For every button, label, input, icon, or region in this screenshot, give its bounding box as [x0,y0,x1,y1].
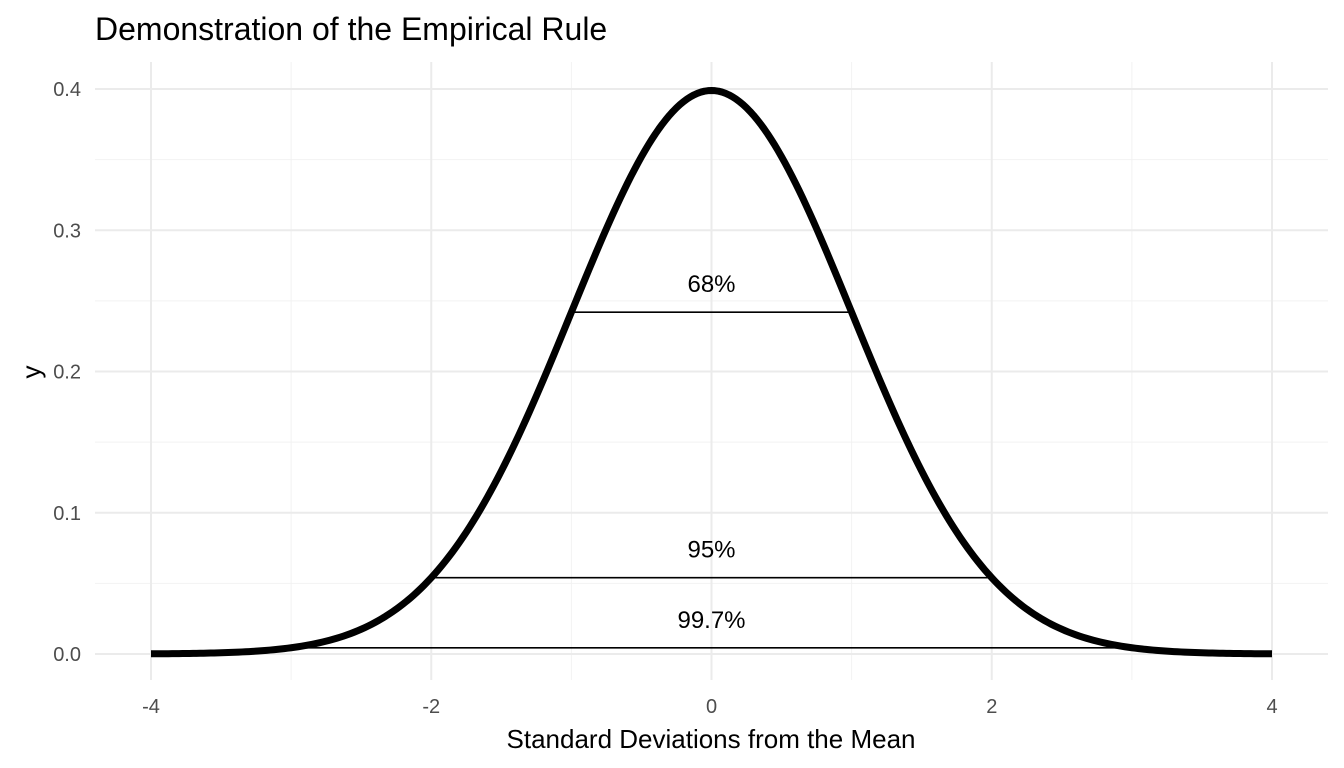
x-tick-label: 2 [986,696,997,718]
range-label: 99.7% [677,607,745,634]
x-tick-label: 4 [1266,696,1277,718]
y-tick-label: 0.0 [53,644,81,666]
y-axis-ticks: 0.0 0.1 0.2 0.3 0.4 [53,79,81,666]
y-axis-title: y [16,366,46,379]
density-curve [150,86,1273,658]
y-tick-label: 0.4 [53,79,81,101]
chart-title: Demonstration of the Empirical Rule [95,11,607,47]
x-tick-label: 0 [706,696,717,718]
range-label: 95% [687,536,735,563]
y-tick-label: 0.1 [53,503,81,525]
x-axis-title: Standard Deviations from the Mean [507,724,916,754]
x-tick-label: -2 [422,696,440,718]
range-labels: 68% 95% 99.7% [677,271,745,634]
x-axis-ticks: -4 -2 0 2 4 [142,696,1277,718]
y-tick-label: 0.3 [53,220,81,242]
range-label: 68% [687,271,735,298]
y-tick-label: 0.2 [53,362,81,384]
x-tick-label: -4 [142,696,160,718]
range-segments [291,311,1132,649]
